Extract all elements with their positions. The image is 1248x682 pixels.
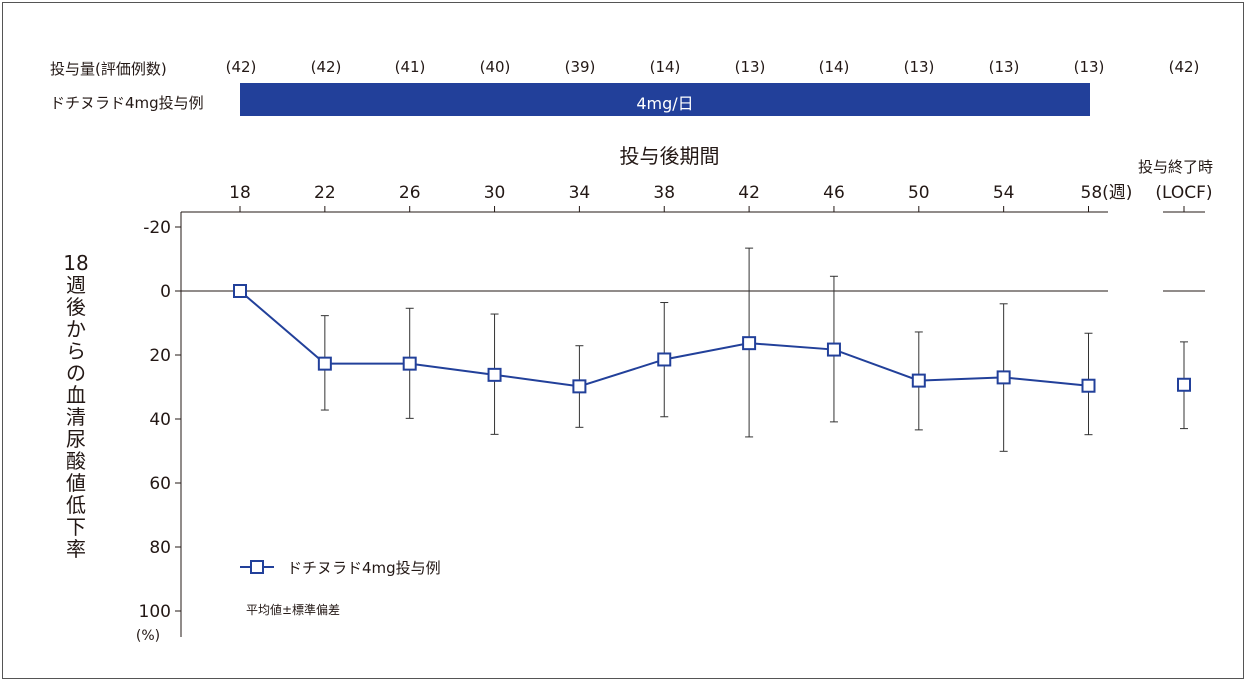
count-label: (42) xyxy=(225,58,257,76)
data-point xyxy=(1081,378,1096,393)
drug-group-label: ドチヌラド4mg投与例 xyxy=(50,94,204,112)
y-tick-label: 100 xyxy=(139,602,171,622)
data-point xyxy=(1177,377,1191,392)
x-tick-label: 58(週) xyxy=(1081,183,1133,203)
data-point xyxy=(826,342,841,357)
x-tick-label: 30 xyxy=(484,183,506,203)
x-tick-label: 42 xyxy=(738,183,760,203)
data-point xyxy=(317,356,332,371)
x-tick-label: 46 xyxy=(823,183,845,203)
data-point xyxy=(233,284,247,298)
count-label: (41) xyxy=(394,58,426,76)
y-axis-label-char: 血 xyxy=(66,383,86,407)
y-axis-label-char: 率 xyxy=(66,537,86,561)
legend-marker xyxy=(250,560,264,574)
dose-bar-label: 4mg/日 xyxy=(636,94,694,113)
y-axis-label-char: 18 xyxy=(63,251,89,275)
y-axis-label-char: の xyxy=(66,361,86,385)
data-point xyxy=(402,356,417,371)
y-axis-label-char: 値 xyxy=(66,471,86,495)
y-axis-label-char: ら xyxy=(66,339,86,363)
data-point xyxy=(742,336,757,351)
x-tick-label-locf: (LOCF) xyxy=(1155,183,1212,203)
y-axis-label-char: 週 xyxy=(66,273,86,297)
legend-label: ドチヌラド4mg投与例 xyxy=(287,559,441,577)
dose-count-label: 投与量(評価例数) xyxy=(50,60,167,78)
end-of-treatment-title: 投与終了時 xyxy=(1138,158,1214,176)
y-axis-label-char: 後 xyxy=(66,295,86,319)
y-axis-label-char: 尿 xyxy=(66,427,86,451)
data-point xyxy=(572,379,587,394)
legend-note: 平均値±標準偏差 xyxy=(246,603,341,617)
count-label: (13) xyxy=(734,58,766,76)
x-tick-label: 22 xyxy=(314,183,336,203)
count-label: (14) xyxy=(818,58,850,76)
x-tick-label: 38 xyxy=(653,183,675,203)
x-tick-label: 18 xyxy=(229,183,251,203)
data-point xyxy=(996,370,1011,385)
y-axis-label: 18 週 後 か ら の 血 清 尿 酸 値 低 下 率 xyxy=(61,252,91,560)
y-axis-label-char: 清 xyxy=(66,405,86,429)
y-tick-label: -20 xyxy=(143,218,171,238)
count-label: (39) xyxy=(564,58,596,76)
data-point xyxy=(911,373,926,388)
data-point xyxy=(657,352,672,367)
y-tick-label: 80 xyxy=(149,538,171,558)
count-label: (13) xyxy=(988,58,1020,76)
count-label: (13) xyxy=(903,58,935,76)
y-axis-label-char: 酸 xyxy=(66,449,86,473)
y-tick-label: 40 xyxy=(149,410,171,430)
y-tick-label: 0 xyxy=(160,282,171,302)
y-tick-label: 20 xyxy=(149,346,171,366)
x-tick-label: 54 xyxy=(993,183,1015,203)
count-label: (14) xyxy=(649,58,681,76)
y-axis-label-char: か xyxy=(66,317,86,341)
y-tick-label: 60 xyxy=(149,474,171,494)
count-label: (13) xyxy=(1073,58,1105,76)
y-axis-label-char: 下 xyxy=(66,515,86,539)
y-unit-label: (%) xyxy=(136,628,160,644)
count-label: (40) xyxy=(479,58,511,76)
x-tick-label: 50 xyxy=(908,183,930,203)
x-tick-label: 34 xyxy=(569,183,591,203)
count-label: (42) xyxy=(1168,58,1200,76)
dose-period-bar: 4mg/日 xyxy=(240,83,1090,116)
count-label: (42) xyxy=(310,58,342,76)
x-tick-label: 26 xyxy=(399,183,421,203)
data-point xyxy=(487,367,502,382)
y-axis-label-char: 低 xyxy=(66,493,86,517)
period-title: 投与後期間 xyxy=(619,144,720,168)
